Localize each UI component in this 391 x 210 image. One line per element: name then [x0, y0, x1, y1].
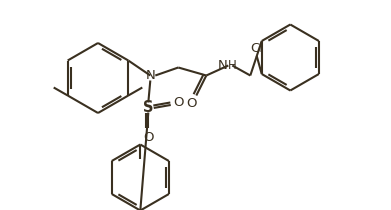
Text: S: S [143, 100, 154, 115]
Text: N: N [217, 59, 227, 72]
Text: Cl: Cl [250, 42, 263, 55]
Text: O: O [173, 96, 183, 109]
Text: O: O [143, 131, 154, 144]
Text: N: N [145, 69, 155, 82]
Text: O: O [186, 97, 197, 110]
Text: H: H [228, 59, 237, 72]
